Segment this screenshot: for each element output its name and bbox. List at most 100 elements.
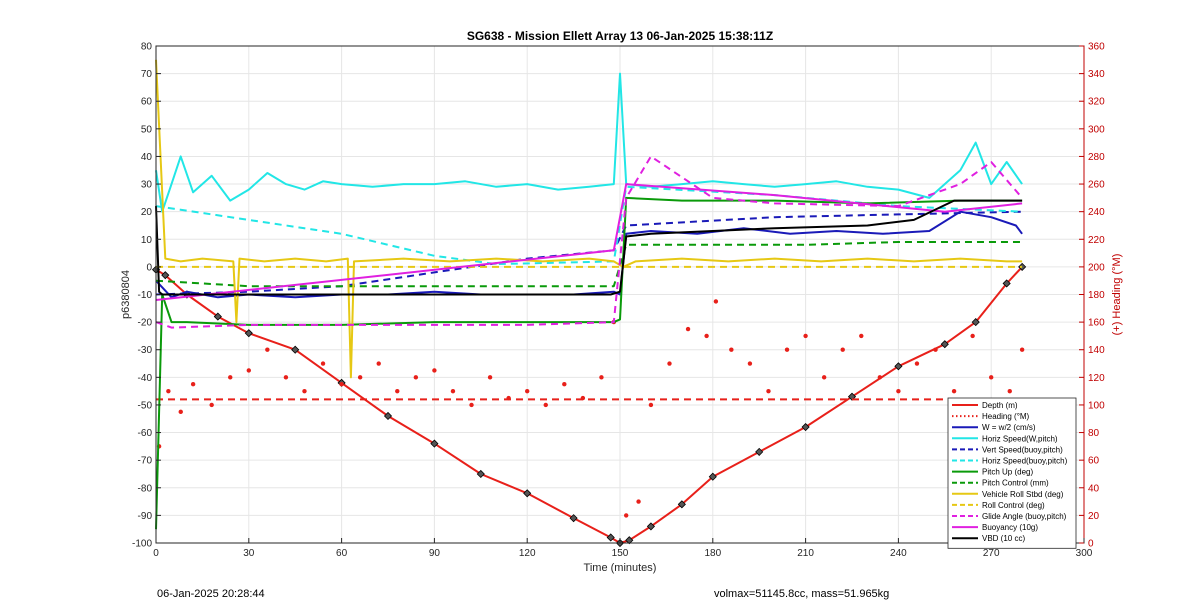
y-tick-label: 80 [141,42,153,53]
legend-label: W = w/2 (cm/s) [982,423,1036,432]
depth-marker [801,422,810,432]
y2-tick-label: 100 [1088,400,1105,411]
legend-label: Horiz Speed(W,pitch) [982,434,1058,443]
chart-axes: 0 30 60 90 120 150 180 210 240 270 300-100-90-80-7… [120,29,1123,574]
depth-marker [161,271,170,280]
series-heading-m-point [877,375,883,380]
legend-label: Buoyancy (10g) [982,523,1038,532]
depth-marker [523,489,532,498]
x-tick-label: 30 [243,548,255,559]
series-heading-m-point [376,361,381,366]
depth-marker [430,439,439,448]
x-tick-label: 300 [1076,548,1093,559]
y-tick-label: 50 [141,124,153,135]
y-tick-label: -60 [138,428,153,439]
series-heading-m-point [636,499,641,504]
series-heading-m-point [339,382,344,387]
legend-label: Glide Angle (buoy,pitch) [982,512,1067,521]
y-tick-label: -50 [138,400,153,411]
legend-box [947,397,1077,549]
y2-tick-label: 220 [1088,235,1105,246]
series-heading-m-point [525,388,530,394]
y2-tick-label: 180 [1088,290,1105,301]
series-heading-m-point [228,375,233,380]
series-heading-m-point [562,382,567,387]
chart-series [151,59,1027,548]
series-heading-m-point [283,375,289,380]
series-heading-m-point [989,375,994,380]
x-tick-label: 90 [429,548,441,559]
series-heading-m-point [803,333,808,339]
legend-label: Heading (°M) [982,412,1030,421]
y-tick-label: 60 [141,97,153,108]
series-heading-m-point [302,388,307,394]
series-heading-m-point [320,361,326,366]
legend-label: VBD (10 cc) [982,534,1025,543]
y2-axis-label: (+) Heading (°M) [1111,254,1123,336]
y2-tick-label: 160 [1088,318,1105,329]
series-heading-m-point [970,333,975,339]
series-heading-m-point [840,347,845,352]
y2-tick-label: 340 [1088,69,1105,80]
depth-marker [971,318,980,327]
y-tick-label: 10 [141,235,153,246]
x-tick-label: 0 [153,548,159,559]
depth-marker [213,312,222,321]
x-axis-label: Time (minutes) [584,562,657,574]
series-heading-m-point [704,333,709,339]
y2-tick-label: 80 [1088,428,1100,439]
series-heading-m-point [413,375,419,380]
y-tick-label: -10 [138,290,153,301]
series-heading-m-point [178,409,183,415]
y-tick-label: -30 [138,345,153,356]
series-heading-m-point [395,388,400,394]
legend-label: Pitch Control (mm) [982,479,1049,488]
series-heading-m-point [896,388,901,394]
series-heading-m-point [450,388,456,394]
x-tick-label: 60 [336,548,348,559]
y2-tick-label: 60 [1088,456,1100,467]
series-horiz-speed-w-pitch [155,72,1023,213]
depth-marker [1002,279,1011,288]
chart-legend: Depth (m) Heading (°M) W = w/2 (cm/s) Horiz… [947,397,1077,549]
series-heading-m-point [1007,388,1012,394]
chart-title: SG638 - Mission Ellett Array 13 06-Jan-2… [467,29,773,43]
depth-marker [244,329,253,338]
y2-tick-label: 0 [1088,539,1094,550]
series-heading-m-point [623,513,629,518]
legend-label: Roll Control (deg) [982,501,1045,510]
y2-tick-label: 240 [1088,207,1105,218]
depth-marker [646,522,655,531]
y-tick-label: 40 [141,152,153,163]
depth-marker [940,340,949,349]
footer-volmax-mass: volmax=51145.8cc, mass=51.965kg [714,588,890,600]
series-pitch-up-deg [155,196,1023,530]
x-tick-label: 180 [704,548,721,559]
y2-tick-label: 360 [1088,42,1105,53]
y-tick-label: 70 [141,69,153,80]
series-heading-m-point [487,375,493,380]
series-vbd-10-cc [155,199,1023,296]
y-tick-label: 0 [146,262,152,273]
series-heading-m-point [951,388,957,394]
legend-label: Vert Speed(buoy,pitch) [982,445,1063,454]
y2-tick-label: 260 [1088,180,1105,191]
depth-marker [708,472,717,481]
series-heading-m-point [747,361,753,366]
y-tick-label: -90 [138,511,153,522]
y-tick-label: -70 [138,456,153,467]
y-tick-label: 30 [141,180,153,191]
depth-marker [606,533,615,542]
series-heading-m-point [265,347,270,352]
legend-label: Pitch Up (deg) [982,468,1033,477]
series-heading-m-point [914,361,920,366]
y2-tick-label: 140 [1088,345,1105,356]
y2-tick-label: 320 [1088,97,1105,108]
series-heading-m-point [432,368,437,373]
series-depth-m [155,266,1023,544]
series-heading-m-point [543,402,548,408]
series-heading-m-point [357,375,363,380]
series-heading-m-point [685,326,691,332]
series-heading-m-point [209,402,214,408]
